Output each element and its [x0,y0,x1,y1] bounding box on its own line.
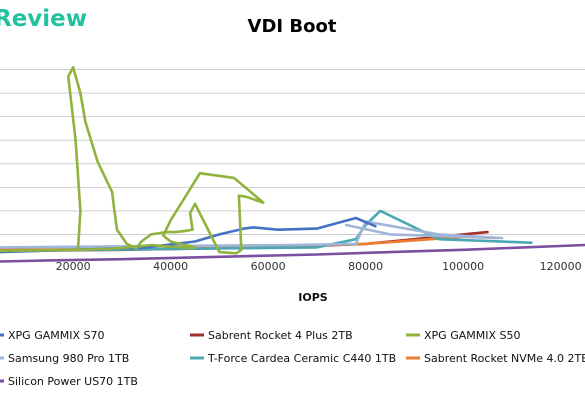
legend-label: Sabrent Rocket 4 Plus 2TB [208,329,353,342]
chart-title: VDI Boot [248,16,337,37]
x-tick-label: 100000 [442,260,484,273]
brand-logo: Review [0,6,87,32]
x-tick-label: 80000 [348,260,383,273]
series-lines [0,65,585,263]
x-tick-label: 40000 [153,260,188,273]
legend-label: Sabrent Rocket NVMe 4.0 2TB [424,352,585,365]
x-tick-label: 120000 [540,260,582,273]
legend-label: XPG GAMMIX S50 [424,329,520,342]
legend-label: T-Force Cardea Ceramic C440 1TB [207,352,396,365]
x-axis-title: IOPS [298,291,328,304]
x-tick-label: 20000 [56,260,91,273]
series-line-7 [0,243,585,263]
legend-label: Silicon Power US70 1TB [8,375,138,388]
series-line-3 [0,65,265,255]
legend-label: XPG GAMMIX S70 [8,329,104,342]
legend-label: Samsung 980 Pro 1TB [8,352,129,365]
x-axis-ticks: 20000 40000 60000 80000 100000 120000 [56,260,582,273]
legend: XPG GAMMIX S70 Sabrent Rocket 4 Plus 2TB X… [0,329,585,388]
gridlines [0,69,585,235]
x-tick-label: 60000 [251,260,286,273]
